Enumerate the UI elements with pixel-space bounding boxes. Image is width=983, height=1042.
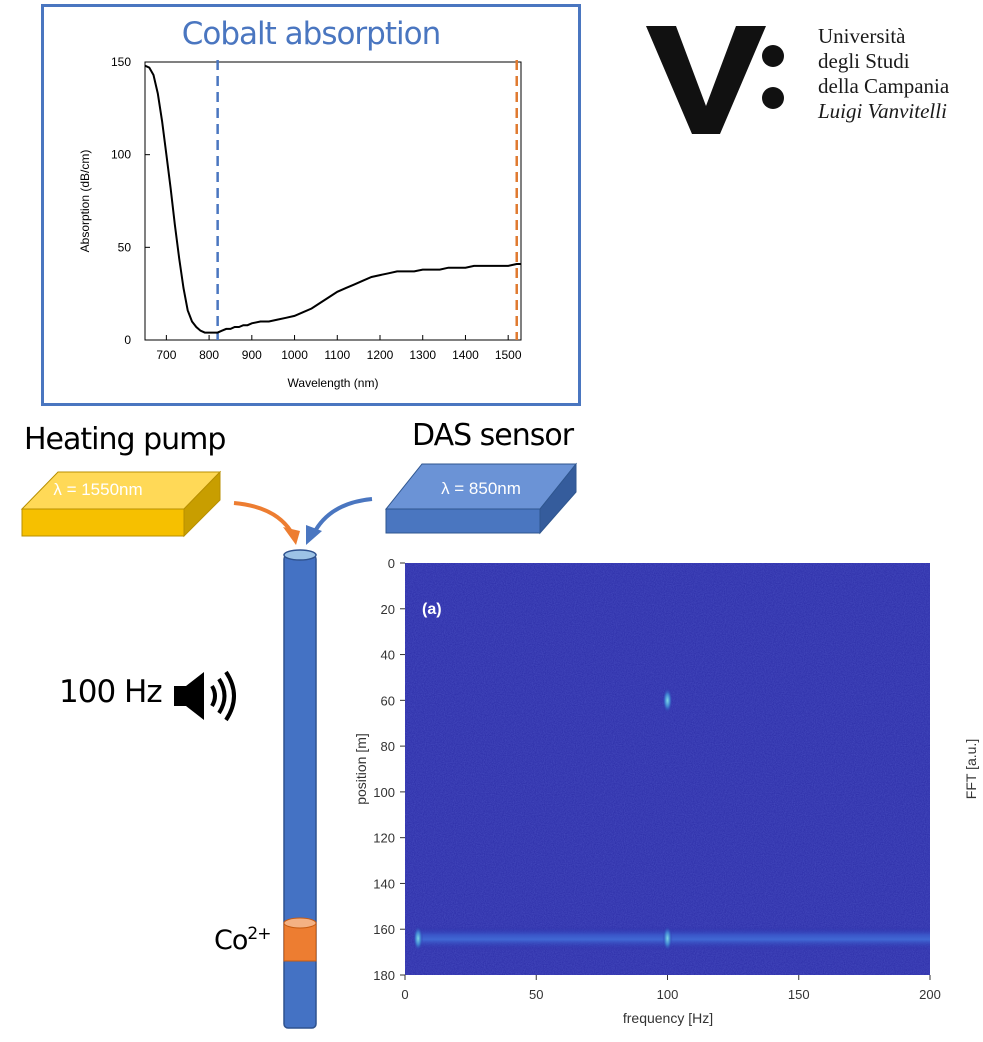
- spectrogram-y-tick-label: 40: [381, 648, 395, 663]
- spectrogram-chart: 0 50 100 150 200 0 20 40 60 80 100 120 140 160 180 (a)…: [353, 556, 979, 1026]
- absorption-plot-area: [144, 61, 522, 341]
- fiber-end-face: [283, 549, 317, 561]
- laser-sources-diagram: λ = 1550nm λ = 850nm: [20, 462, 578, 545]
- das-sensor-box: [384, 462, 578, 535]
- heating-pump-title: Heating pump: [24, 422, 226, 457]
- logo-text-line-1: Università: [818, 24, 906, 48]
- spectrogram-x-axis-label: frequency [Hz]: [623, 1010, 713, 1026]
- speaker-icon: [174, 670, 236, 722]
- logo-text-line-3: della Campania: [818, 74, 950, 98]
- absorption-y-tick-label: 150: [111, 55, 131, 69]
- spectrogram-axes: 0 50 100 150 200 0 20 40 60 80 100 120 140 160 180: [373, 556, 941, 1002]
- spectrogram-hotspot: [413, 925, 424, 952]
- spectrogram-x-tick-label: 200: [919, 987, 941, 1002]
- absorption-curve: [144, 64, 521, 334]
- absorption-y-axis-label: Absorption (dB/cm): [78, 150, 92, 253]
- absorption-y-tick-label: 100: [111, 148, 131, 162]
- absorption-x-tick-label: 900: [242, 348, 262, 362]
- das-sensor-wavelength: λ = 850nm: [441, 479, 521, 498]
- spectrogram-y-tick-label: 20: [381, 602, 395, 617]
- absorption-y-tick-label: 0: [124, 333, 131, 347]
- absorption-x-tick-label: 1100: [324, 348, 350, 362]
- cobalt-doped-section: [283, 917, 317, 962]
- spectrogram-hotspot: [662, 925, 673, 952]
- absorption-axes: 700 800 900 1000 1100 1200 1300 1400 1500 0 50 100 1…: [111, 55, 522, 362]
- wavelength-markers: [216, 60, 518, 340]
- heating-pump-wavelength: λ = 1550nm: [53, 480, 142, 499]
- spectrogram-heatmap: [405, 563, 930, 975]
- optical-fiber: [283, 549, 317, 1029]
- spectrogram-y-tick-label: 120: [373, 831, 395, 846]
- absorption-y-tick-label: 50: [118, 240, 132, 254]
- absorption-x-tick-label: 800: [199, 348, 219, 362]
- logo-text-line-4: Luigi Vanvitelli: [818, 99, 947, 123]
- spectrogram-hotspot: [662, 687, 673, 714]
- spectrogram-y-tick-label: 180: [373, 968, 395, 983]
- sound-frequency-label: 100 Hz: [59, 674, 163, 710]
- absorption-chart: 700 800 900 1000 1100 1200 1300 1400 1500 0 50 100 1…: [78, 55, 522, 390]
- spectrogram-x-tick-label: 150: [788, 987, 810, 1002]
- spectrogram-noise: [405, 563, 930, 975]
- spectrogram-x-tick-label: 100: [657, 987, 679, 1002]
- spectrogram-y-axis-label: position [m]: [353, 733, 369, 805]
- heating-pump-arrow: [233, 501, 300, 545]
- spectrogram-y-tick-label: 140: [373, 876, 395, 891]
- das-sensor-title: DAS sensor: [412, 418, 574, 453]
- cobalt-ion-label: Co2+: [214, 924, 271, 956]
- spectrogram-y-tick-label: 0: [388, 556, 395, 571]
- spectrogram-x-tick-label: 50: [529, 987, 543, 1002]
- spectrogram-y-tick-label: 80: [381, 739, 395, 754]
- absorption-x-tick-label: 1400: [452, 348, 479, 362]
- absorption-x-tick-label: 1300: [409, 348, 436, 362]
- university-logo: Università degli Studi della Campania Lu…: [640, 22, 970, 142]
- spectrogram-x-tick-label: 0: [401, 987, 408, 1002]
- das-sensor-arrow: [306, 497, 373, 545]
- spectrogram-panel-label: (a): [422, 601, 442, 618]
- absorption-x-tick-label: 700: [156, 348, 176, 362]
- spectrogram-y-tick-label: 60: [381, 693, 395, 708]
- absorption-panel-title: Cobalt absorption: [181, 16, 442, 52]
- logo-text-line-2: degli Studi: [818, 49, 910, 73]
- absorption-x-tick-label: 1500: [495, 348, 522, 362]
- absorption-x-tick-label: 1000: [281, 348, 308, 362]
- absorption-x-axis-label: Wavelength (nm): [288, 376, 379, 390]
- absorption-panel-frame: [41, 4, 581, 406]
- colorbar-label: FFT [a.u.]: [963, 739, 979, 799]
- absorption-x-tick-label: 1200: [367, 348, 394, 362]
- spectrogram-y-tick-label: 100: [373, 785, 395, 800]
- university-logo-mark: [646, 26, 784, 134]
- spectrogram-band: [418, 926, 930, 951]
- heating-pump-box: [20, 470, 222, 538]
- spectrogram-y-tick-label: 160: [373, 922, 395, 937]
